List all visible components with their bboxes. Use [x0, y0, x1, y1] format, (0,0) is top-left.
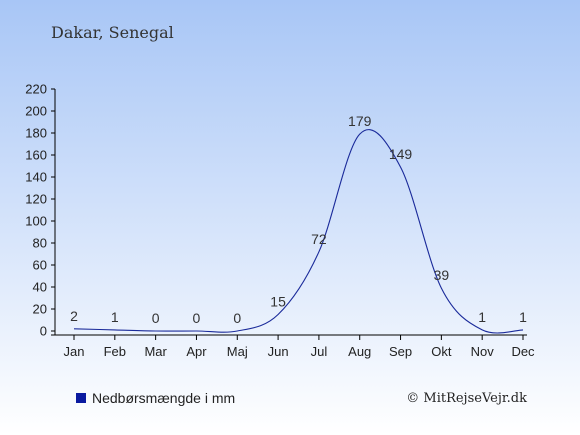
data-label: 0 — [152, 310, 160, 326]
x-tick-label: Jan — [64, 344, 85, 359]
y-tick-label: 20 — [33, 302, 47, 317]
y-tick-label: 140 — [25, 170, 47, 185]
y-tick-label: 200 — [25, 104, 47, 119]
data-label: 72 — [311, 231, 327, 247]
x-tick-label: Jun — [268, 344, 289, 359]
series-line-precipitation — [73, 129, 524, 334]
x-tick-label: Jul — [311, 344, 328, 359]
y-axis-ticks: 0 20 40 60 80 100 120 140 160 180 200 220 — [25, 82, 55, 339]
y-tick-label: 220 — [25, 82, 47, 97]
data-label: 179 — [348, 113, 372, 129]
y-tick-label: 40 — [33, 280, 47, 295]
data-label: 1 — [519, 309, 527, 325]
data-label: 39 — [434, 267, 450, 283]
y-tick-label: 120 — [25, 192, 47, 207]
y-tick-label: 0 — [40, 324, 47, 339]
data-label: 0 — [193, 310, 201, 326]
x-tick-label: Dec — [511, 344, 535, 359]
copyright-text: © MitRejseVejr.dk — [406, 391, 527, 406]
x-tick-label: Okt — [431, 344, 452, 359]
x-tick-label: Nov — [471, 344, 495, 359]
x-tick-label: Mar — [144, 344, 167, 359]
y-tick-label: 80 — [33, 236, 47, 251]
data-label: 1 — [478, 309, 486, 325]
x-tick-label: Maj — [227, 344, 248, 359]
x-tick-label: Sep — [389, 344, 412, 359]
legend-swatch — [76, 393, 86, 403]
legend-label: Nedbørsmængde i mm — [92, 390, 235, 406]
data-label: 2 — [70, 308, 78, 324]
data-label: 15 — [270, 294, 286, 310]
y-tick-label: 160 — [25, 148, 47, 163]
x-tick-label: Apr — [186, 344, 207, 359]
axes — [51, 89, 527, 336]
y-tick-label: 60 — [33, 258, 47, 273]
data-label: 149 — [389, 146, 413, 162]
data-labels: 2 1 0 0 0 15 72 179 149 39 1 1 — [70, 113, 527, 326]
x-tick-label: Feb — [104, 344, 126, 359]
data-label: 1 — [111, 309, 119, 325]
x-axis-ticks: Jan Feb Mar Apr Maj Jun Jul Aug Sep Okt Nov Dec — [64, 335, 535, 359]
y-tick-label: 180 — [25, 126, 47, 141]
y-tick-label: 100 — [25, 214, 47, 229]
data-label: 0 — [233, 310, 241, 326]
location-title: Dakar, Senegal — [51, 23, 174, 42]
x-tick-label: Aug — [348, 344, 371, 359]
